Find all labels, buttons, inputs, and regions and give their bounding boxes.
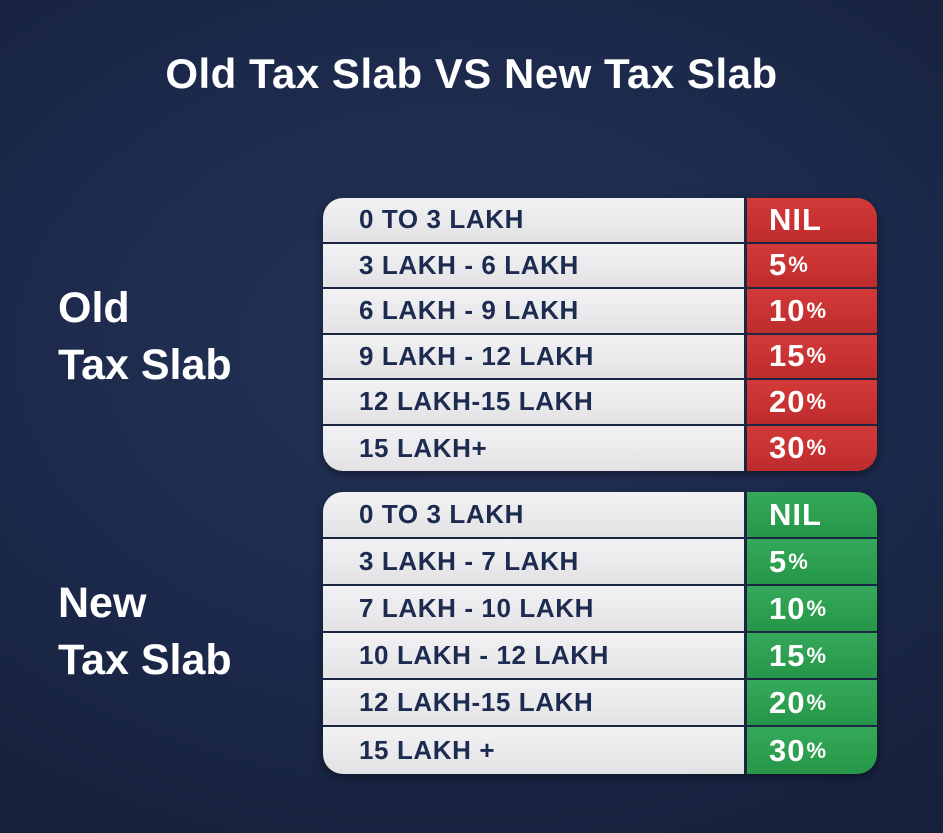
percent-sign: % xyxy=(806,297,827,323)
tax-rate-cell: 10% xyxy=(744,586,877,631)
percent-sign: % xyxy=(788,252,808,278)
tax-rate-cell: 5% xyxy=(744,539,877,584)
percent-sign: % xyxy=(806,343,827,369)
tax-rate-cell: 30% xyxy=(744,727,877,774)
tax-rate-value: 10 xyxy=(769,292,806,328)
new-slab-label: New Tax Slab xyxy=(58,575,232,689)
percent-sign: % xyxy=(788,548,808,574)
income-range-cell: 0 TO 3 LAKH xyxy=(323,492,744,537)
table-row: 10 LAKH - 12 LAKH 15% xyxy=(323,633,877,680)
percent-sign: % xyxy=(806,388,827,414)
tax-rate-value: 30 xyxy=(769,430,806,466)
table-row: 7 LAKH - 10 LAKH 10% xyxy=(323,586,877,633)
tax-rate-cell: NIL xyxy=(744,198,877,242)
tax-rate-value: 15 xyxy=(769,637,806,673)
old-slab-label-line1: Old xyxy=(58,284,130,332)
tax-rate-value: 15 xyxy=(769,338,806,374)
new-slab-label-line1: New xyxy=(58,579,147,627)
percent-sign: % xyxy=(806,689,827,715)
tax-rate-value: 10 xyxy=(769,590,806,626)
table-row: 12 LAKH-15 LAKH 20% xyxy=(323,380,877,426)
table-row: 6 LAKH - 9 LAKH 10% xyxy=(323,289,877,335)
tax-rate-value: 30 xyxy=(769,732,806,768)
table-row: 3 LAKH - 7 LAKH 5% xyxy=(323,539,877,586)
tax-rate-value: 20 xyxy=(769,383,806,419)
old-slab-label-line2: Tax Slab xyxy=(58,341,232,389)
page-title: Old Tax Slab VS New Tax Slab xyxy=(165,50,778,97)
income-range-cell: 0 TO 3 LAKH xyxy=(323,198,744,242)
income-range-cell: 6 LAKH - 9 LAKH xyxy=(323,289,744,333)
tax-rate-cell: NIL xyxy=(744,492,877,537)
tax-rate-value: 5 xyxy=(769,543,788,579)
tax-rate-cell: 10% xyxy=(744,289,877,333)
table-row: 0 TO 3 LAKH NIL xyxy=(323,492,877,539)
tax-rate-value: NIL xyxy=(769,496,822,532)
percent-sign: % xyxy=(806,595,827,621)
old-tax-table: 0 TO 3 LAKH NIL 3 LAKH - 6 LAKH 5% 6 LAK… xyxy=(323,198,877,471)
income-range-cell: 15 LAKH+ xyxy=(323,425,744,471)
percent-sign: % xyxy=(806,737,827,763)
new-tax-table: 0 TO 3 LAKH NIL 3 LAKH - 7 LAKH 5% 7 LAK… xyxy=(323,492,877,774)
tax-rate-cell: 20% xyxy=(744,680,877,725)
table-row: 15 LAKH+ 30% xyxy=(323,425,877,471)
table-row: 3 LAKH - 6 LAKH 5% xyxy=(323,243,877,289)
income-range-cell: 7 LAKH - 10 LAKH xyxy=(323,586,744,631)
new-slab-label-line2: Tax Slab xyxy=(58,636,232,684)
income-range-cell: 3 LAKH - 7 LAKH xyxy=(323,539,744,584)
income-range-cell: 15 LAKH + xyxy=(323,727,744,774)
tax-rate-value: 20 xyxy=(769,684,806,720)
table-row: 12 LAKH-15 LAKH 20% xyxy=(323,680,877,727)
tax-rate-value: NIL xyxy=(769,201,822,237)
percent-sign: % xyxy=(806,642,827,668)
income-range-cell: 10 LAKH - 12 LAKH xyxy=(323,633,744,678)
tax-rate-value: 5 xyxy=(769,247,788,283)
table-row: 9 LAKH - 12 LAKH 15% xyxy=(323,334,877,380)
old-slab-label: Old Tax Slab xyxy=(58,280,232,394)
tax-rate-cell: 5% xyxy=(744,243,877,287)
income-range-cell: 9 LAKH - 12 LAKH xyxy=(323,334,744,378)
percent-sign: % xyxy=(806,435,827,461)
tax-rate-cell: 20% xyxy=(744,380,877,424)
tax-rate-cell: 15% xyxy=(744,334,877,378)
income-range-cell: 12 LAKH-15 LAKH xyxy=(323,380,744,424)
table-row: 15 LAKH + 30% xyxy=(323,727,877,774)
tax-rate-cell: 30% xyxy=(744,425,877,471)
income-range-cell: 12 LAKH-15 LAKH xyxy=(323,680,744,725)
income-range-cell: 3 LAKH - 6 LAKH xyxy=(323,243,744,287)
table-row: 0 TO 3 LAKH NIL xyxy=(323,198,877,244)
tax-rate-cell: 15% xyxy=(744,633,877,678)
